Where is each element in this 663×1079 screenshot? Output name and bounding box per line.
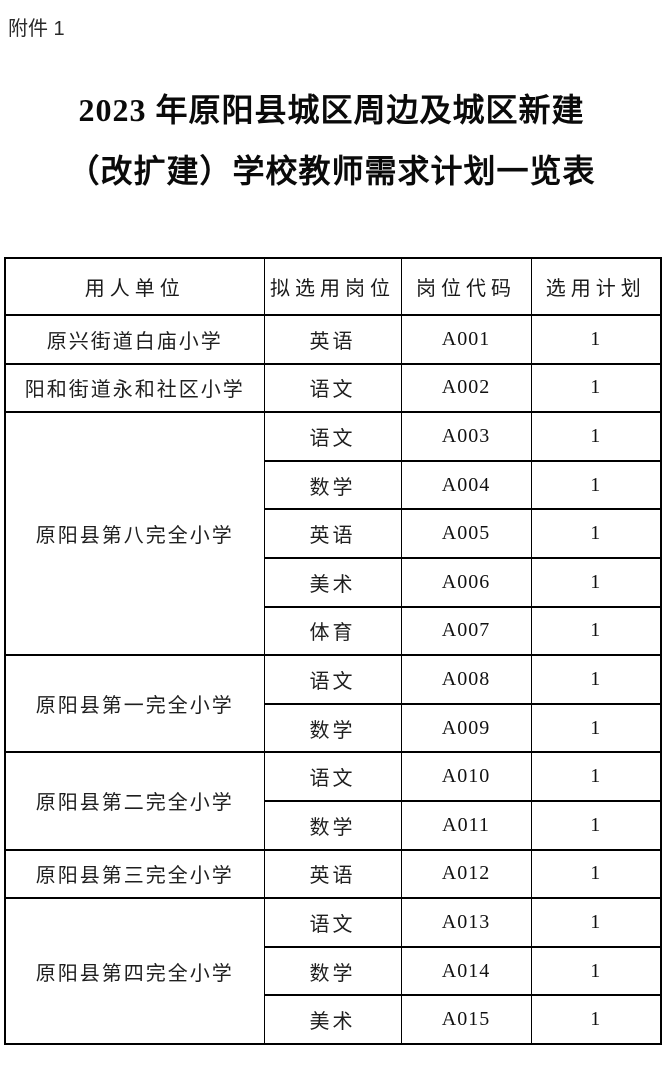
- unit-cell: 原阳县第二完全小学: [4, 751, 265, 851]
- code-cell: A010: [400, 751, 532, 802]
- column-header-code: 岗位代码: [400, 257, 532, 316]
- plan-cell: 1: [530, 654, 662, 705]
- plan-cell: 1: [530, 945, 662, 997]
- plan-cell: 1: [530, 751, 662, 802]
- plan-cell: 1: [530, 897, 662, 948]
- position-cell: 语文: [263, 654, 402, 705]
- unit-cell: 原阳县第三完全小学: [4, 848, 265, 900]
- position-cell: 英语: [263, 314, 402, 365]
- column-header-position: 拟选用岗位: [263, 257, 402, 316]
- code-cell: A011: [400, 799, 532, 851]
- code-cell: A005: [400, 508, 532, 559]
- document-title: 2023 年原阳县城区周边及城区新建 （改扩建）学校教师需求计划一览表: [0, 80, 663, 202]
- code-cell: A007: [400, 605, 532, 657]
- position-cell: 语文: [263, 751, 402, 802]
- unit-cell: 原阳县第四完全小学: [4, 897, 265, 1045]
- position-cell: 数学: [263, 702, 402, 754]
- table-row: 原阳县第四完全小学 语文 A013 1: [4, 897, 662, 1045]
- code-cell: A003: [400, 411, 532, 462]
- table-row: 数学 A009 1: [5, 702, 662, 754]
- plan-cell: 1: [530, 362, 662, 414]
- position-cell: 语文: [263, 897, 402, 948]
- plan-cell: 1: [530, 459, 662, 511]
- teacher-demand-table: 用人单位 拟选用岗位 岗位代码 选用计划 原兴街道白庙小学 英语 A001 1 阳和街道…: [4, 257, 662, 1045]
- column-header-plan: 选用计划: [530, 257, 662, 316]
- position-cell: 数学: [263, 799, 402, 851]
- table-row: 数学 A014 1: [5, 945, 662, 997]
- unit-cell: 原阳县第八完全小学: [4, 411, 265, 657]
- position-cell: 语文: [263, 362, 402, 414]
- position-cell: 数学: [263, 459, 402, 511]
- position-cell: 数学: [263, 945, 402, 997]
- table-row: 数学 A004 1: [5, 459, 662, 511]
- position-cell: 英语: [263, 508, 402, 559]
- unit-cell: 阳和街道永和社区小学: [4, 362, 265, 414]
- unit-cell: 原兴街道白庙小学: [4, 314, 265, 365]
- table-row: 原阳县第一完全小学 语文 A008 1: [4, 654, 662, 754]
- table-row: 原阳县第三完全小学 英语 A012 1: [4, 848, 662, 900]
- table-header-row: 用人单位 拟选用岗位 岗位代码 选用计划: [4, 257, 662, 316]
- position-cell: 美术: [263, 994, 402, 1045]
- code-cell: A002: [400, 362, 532, 414]
- table-row: 英语 A005 1: [5, 508, 662, 559]
- position-cell: 体育: [263, 605, 402, 657]
- plan-cell: 1: [530, 605, 662, 657]
- code-cell: A012: [400, 848, 532, 900]
- table-row: 体育 A007 1: [5, 605, 662, 657]
- unit-cell: 原阳县第一完全小学: [4, 654, 265, 754]
- column-header-unit: 用人单位: [4, 257, 265, 316]
- table-row: 原阳县第二完全小学 语文 A010 1: [4, 751, 662, 851]
- table-row: 阳和街道永和社区小学 语文 A002 1: [4, 362, 662, 414]
- plan-cell: 1: [530, 411, 662, 462]
- plan-cell: 1: [530, 556, 662, 608]
- plan-cell: 1: [530, 508, 662, 559]
- code-cell: A006: [400, 556, 532, 608]
- plan-cell: 1: [530, 314, 662, 365]
- code-cell: A014: [400, 945, 532, 997]
- plan-cell: 1: [530, 994, 662, 1045]
- title-line-2: （改扩建）学校教师需求计划一览表: [67, 153, 596, 189]
- table-row: 美术 A006 1: [5, 556, 662, 608]
- code-cell: A013: [400, 897, 532, 948]
- code-cell: A015: [400, 994, 532, 1045]
- table-row: 原阳县第八完全小学 语文 A003 1: [4, 411, 662, 657]
- title-line-1: 2023 年原阳县城区周边及城区新建: [78, 92, 585, 128]
- code-cell: A009: [400, 702, 532, 754]
- table-row: 数学 A011 1: [5, 799, 662, 851]
- table-row: 美术 A015 1: [5, 994, 662, 1045]
- plan-cell: 1: [530, 799, 662, 851]
- position-cell: 美术: [263, 556, 402, 608]
- table-row: 原兴街道白庙小学 英语 A001 1: [4, 314, 662, 365]
- code-cell: A001: [400, 314, 532, 365]
- position-cell: 英语: [263, 848, 402, 900]
- attachment-label: 附件 1: [8, 18, 65, 40]
- code-cell: A008: [400, 654, 532, 705]
- plan-cell: 1: [530, 702, 662, 754]
- plan-cell: 1: [530, 848, 662, 900]
- code-cell: A004: [400, 459, 532, 511]
- position-cell: 语文: [263, 411, 402, 462]
